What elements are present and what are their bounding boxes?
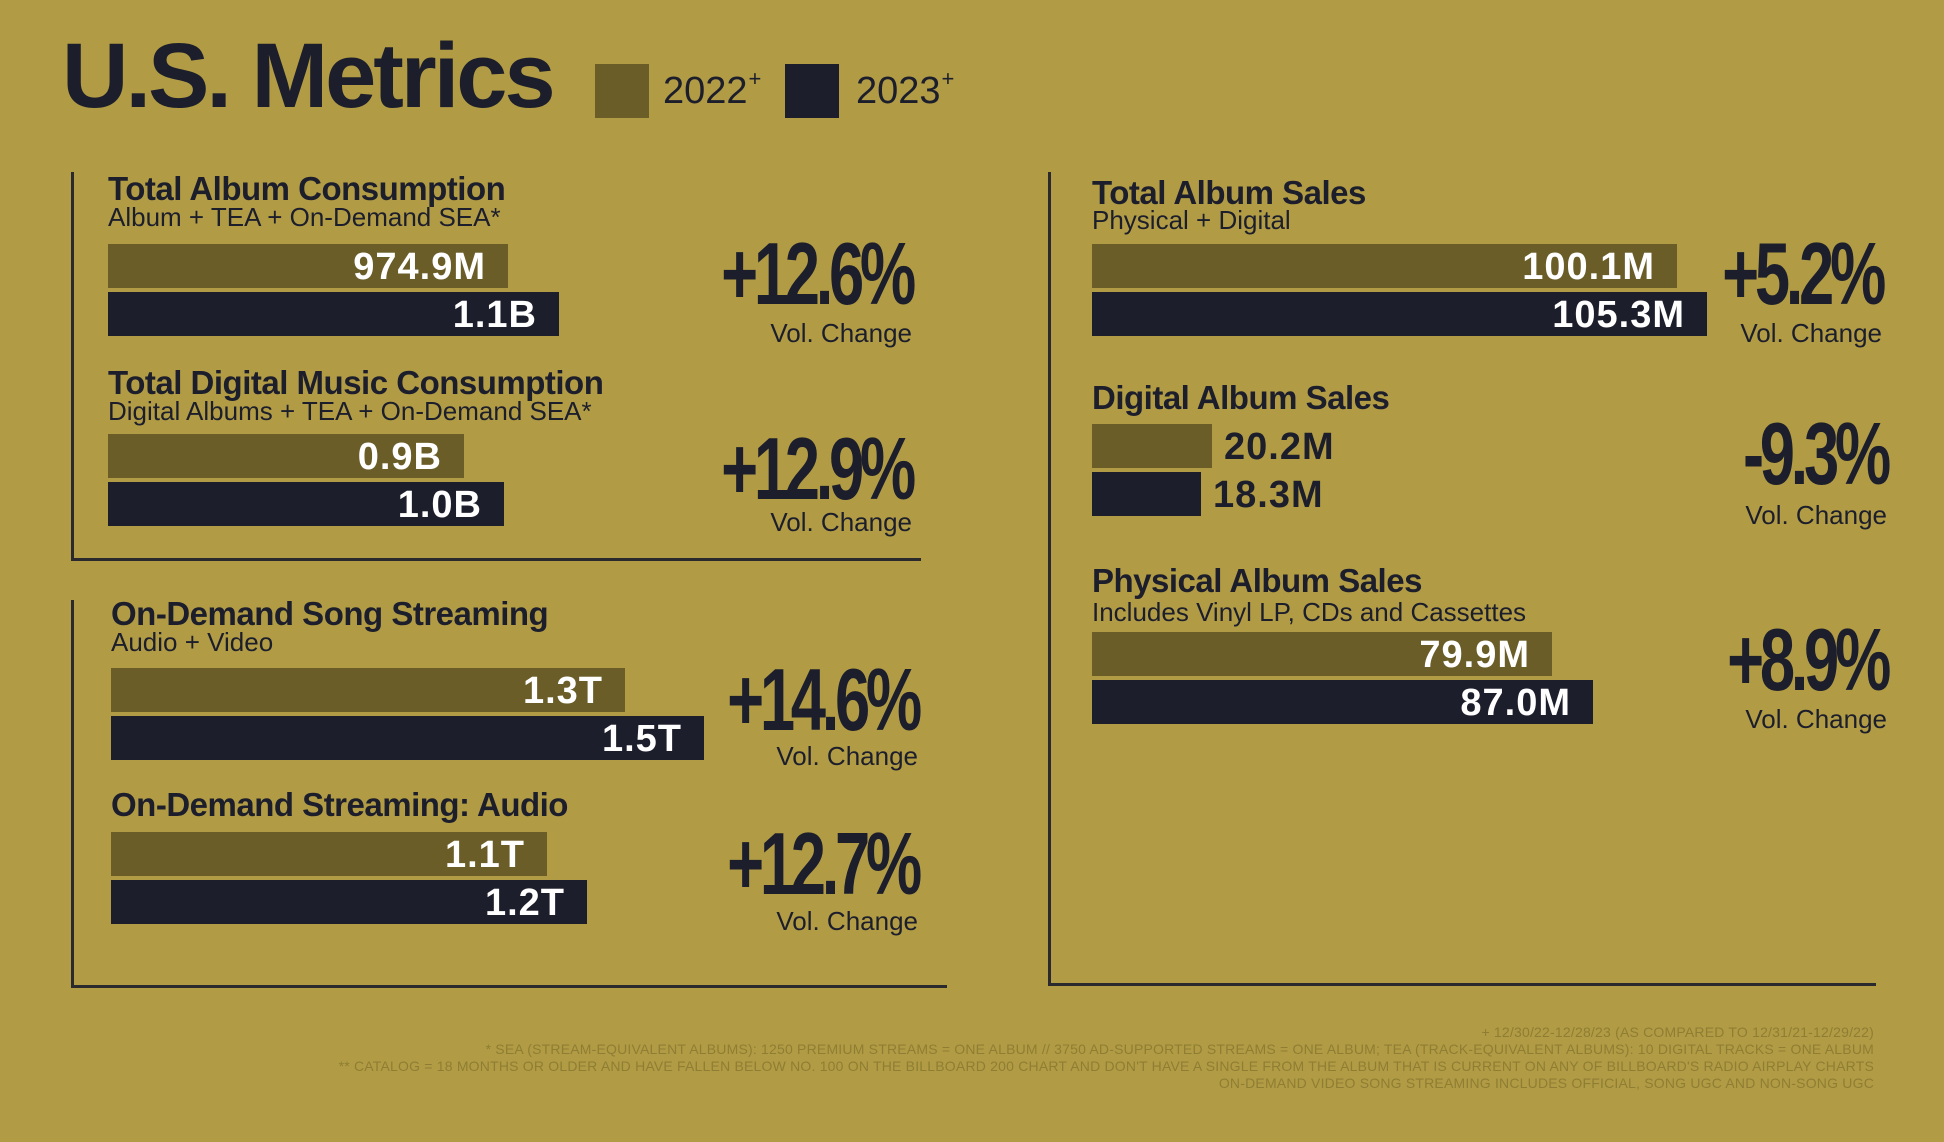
volume-change-label: Vol. Change (1745, 500, 1887, 530)
legend-label-2022: 2022+ (663, 68, 761, 112)
bar-value-label: 18.3M (1213, 474, 1324, 516)
volume-change-percent: +14.6% (727, 650, 922, 749)
volume-change-percent: +5.2% (1722, 224, 1886, 323)
footnote-2: * SEA (STREAM-EQUIVALENT ALBUMS): 1250 P… (485, 1041, 1874, 1057)
section-title: Total Digital Music Consumption (108, 364, 604, 401)
footnote-3: ** CATALOG = 18 MONTHS OR OLDER AND HAVE… (338, 1058, 1874, 1074)
bar-2022: 1.1T (111, 832, 547, 876)
bar-2022 (1092, 424, 1212, 468)
bar-2023: 1.1B (108, 292, 559, 336)
volume-change-label: Vol. Change (770, 318, 912, 348)
volume-change-label: Vol. Change (776, 741, 918, 771)
bar-value-label: 1.2T (484, 882, 565, 924)
bar-2022: 79.9M (1092, 632, 1552, 676)
section-title: Digital Album Sales (1092, 379, 1390, 416)
volume-change-percent: +12.7% (727, 814, 922, 913)
legend-swatch-2022 (595, 64, 649, 118)
bar-2022: 974.9M (108, 244, 508, 288)
legend-label-2022-sup: + (748, 66, 762, 91)
volume-change-percent: +12.6% (721, 224, 916, 323)
bar-value-label: 100.1M (1522, 246, 1655, 288)
volume-change-label: Vol. Change (776, 906, 918, 936)
bar-2023: 1.0B (108, 482, 504, 526)
bar-2023: 1.2T (111, 880, 587, 924)
panel-right-hline (1048, 983, 1876, 986)
bar-2022: 0.9B (108, 434, 464, 478)
page-title: U.S. Metrics (62, 25, 556, 127)
section-subtitle: Album + TEA + On-Demand SEA* (108, 202, 501, 232)
bar-value-label: 105.3M (1552, 294, 1685, 336)
bar-value-label: 1.5T (601, 718, 682, 760)
bar-2023: 1.5T (111, 716, 704, 760)
section-title: Total Album Sales (1092, 174, 1366, 211)
bar-value-label: 1.0B (397, 484, 482, 526)
section-title: On-Demand Song Streaming (111, 595, 549, 632)
section-subtitle: Includes Vinyl LP, CDs and Cassettes (1092, 597, 1527, 627)
bar-value-label: 974.9M (353, 246, 486, 288)
bar-value-label: 1.3T (522, 670, 603, 712)
panel-bottom-left-vline (71, 600, 74, 988)
section-subtitle: Digital Albums + TEA + On-Demand SEA* (108, 396, 592, 426)
panel-right-vline (1048, 172, 1051, 986)
panel-top-left-vline (71, 172, 74, 560)
bar-value-label: 0.9B (357, 436, 442, 478)
bar-2023: 87.0M (1092, 680, 1593, 724)
section-title: On-Demand Streaming: Audio (111, 786, 568, 823)
section-subtitle: Audio + Video (111, 627, 274, 657)
bar-value-label: 1.1B (452, 294, 537, 336)
legend-label-2023-sup: + (941, 66, 955, 91)
bar-2022: 100.1M (1092, 244, 1677, 288)
legend-label-2023: 2023+ (856, 68, 954, 112)
footnote-1: + 12/30/22-12/28/23 (AS COMPARED TO 12/3… (1481, 1024, 1874, 1040)
bar-2023 (1092, 472, 1201, 516)
bar-2023: 105.3M (1092, 292, 1707, 336)
bar-value-label: 1.1T (444, 834, 525, 876)
volume-change-label: Vol. Change (770, 507, 912, 537)
bar-value-label: 87.0M (1460, 682, 1571, 724)
bar-value-label: 20.2M (1224, 426, 1335, 468)
section-title: Physical Album Sales (1092, 562, 1422, 599)
footnote-4: ON-DEMAND VIDEO SONG STREAMING INCLUDES … (1218, 1075, 1874, 1091)
section-title: Total Album Consumption (108, 170, 506, 207)
panel-bottom-left-hline (71, 985, 947, 988)
section-subtitle: Physical + Digital (1092, 205, 1291, 235)
bar-value-label: 79.9M (1419, 634, 1530, 676)
volume-change-label: Vol. Change (1740, 318, 1882, 348)
volume-change-percent: +12.9% (721, 419, 916, 518)
legend-label-2022-text: 2022 (663, 70, 748, 112)
panel-top-left-hline (71, 558, 921, 561)
legend-label-2023-text: 2023 (856, 70, 941, 112)
volume-change-percent: +8.9% (1727, 610, 1891, 709)
volume-change-label: Vol. Change (1745, 704, 1887, 734)
legend-swatch-2023 (785, 64, 839, 118)
bar-2022: 1.3T (111, 668, 625, 712)
volume-change-percent: -9.3% (1743, 404, 1891, 503)
